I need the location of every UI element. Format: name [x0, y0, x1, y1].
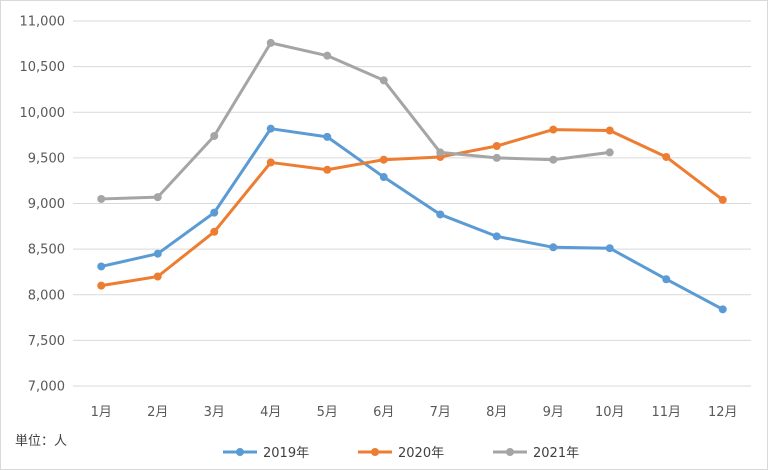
y-tick-label: 8,000	[28, 288, 65, 303]
data-point	[323, 51, 332, 60]
data-point	[549, 125, 558, 134]
y-tick-label: 7,500	[28, 334, 65, 349]
data-point	[379, 173, 388, 182]
data-point	[492, 142, 501, 151]
x-tick-label: 6月	[373, 405, 394, 420]
data-point	[97, 194, 106, 203]
data-point	[492, 153, 501, 162]
data-point	[97, 262, 106, 271]
y-tick-label: 10,500	[20, 60, 66, 75]
data-point	[549, 155, 558, 164]
y-tick-label: 9,500	[28, 151, 65, 166]
x-tick-label: 2月	[147, 405, 168, 420]
legend: 2019年 2020年 2021年	[223, 446, 579, 461]
data-point	[718, 305, 727, 314]
legend-label: 2019年	[263, 446, 309, 461]
legend-entry: 2019年	[223, 446, 309, 461]
x-tick-label: 12月	[708, 405, 738, 420]
data-point	[266, 124, 275, 133]
data-point	[436, 148, 445, 157]
data-point	[662, 152, 671, 161]
series-line	[99, 127, 725, 311]
x-tick-label: 4月	[260, 405, 281, 420]
series-line	[99, 41, 612, 201]
x-tick-label: 9月	[543, 405, 564, 420]
legend-swatch-marker	[506, 448, 514, 456]
data-point	[718, 195, 727, 204]
x-tick-label: 10月	[595, 405, 625, 420]
x-tick-label: 3月	[204, 405, 225, 420]
data-point	[153, 249, 162, 258]
data-point	[549, 243, 558, 252]
y-tick-label: 10,000	[20, 106, 66, 121]
data-point	[379, 155, 388, 164]
data-point	[210, 131, 219, 140]
series-2021年	[97, 38, 614, 203]
data-point	[210, 208, 219, 217]
x-tick-label: 11月	[651, 405, 681, 420]
data-point	[323, 165, 332, 174]
data-point	[153, 272, 162, 281]
data-point	[323, 132, 332, 141]
data-point	[436, 210, 445, 219]
data-point	[379, 76, 388, 85]
data-point	[210, 227, 219, 236]
legend-entry: 2021年	[493, 446, 579, 461]
x-tick-label: 1月	[91, 405, 112, 420]
data-point	[662, 275, 671, 284]
data-point	[605, 244, 614, 253]
data-point	[97, 281, 106, 290]
x-tick-label: 5月	[317, 405, 338, 420]
y-tick-label: 8,500	[28, 243, 65, 258]
legend-swatch-marker	[371, 448, 379, 456]
unit-label: 単位：人	[15, 433, 67, 449]
legend-entry: 2020年	[358, 446, 444, 461]
series-lines	[97, 38, 727, 314]
x-axis-ticks: 1月 2月 3月 4月 5月 6月 7月 8月 9月 10月 11月 12月	[91, 405, 738, 420]
data-point	[492, 232, 501, 241]
legend-label: 2020年	[398, 446, 444, 461]
legend-swatch-marker	[236, 448, 244, 456]
series-line	[99, 128, 725, 288]
data-point	[266, 158, 275, 167]
data-point	[605, 126, 614, 135]
x-tick-label: 8月	[486, 405, 507, 420]
x-tick-label: 7月	[430, 405, 451, 420]
series-2019年	[97, 124, 727, 314]
y-tick-label: 9,000	[28, 197, 65, 212]
y-tick-label: 7,000	[28, 380, 65, 395]
gridlines	[73, 20, 751, 387]
legend-label: 2021年	[533, 446, 579, 461]
data-point	[266, 38, 275, 47]
series-2020年	[97, 125, 727, 290]
y-tick-label: 11,000	[20, 15, 66, 30]
data-point	[605, 148, 614, 157]
data-point	[153, 193, 162, 202]
y-axis-ticks: 7,000 7,500 8,000 8,500 9,000 9,500 10,000 10,5…	[20, 15, 66, 395]
